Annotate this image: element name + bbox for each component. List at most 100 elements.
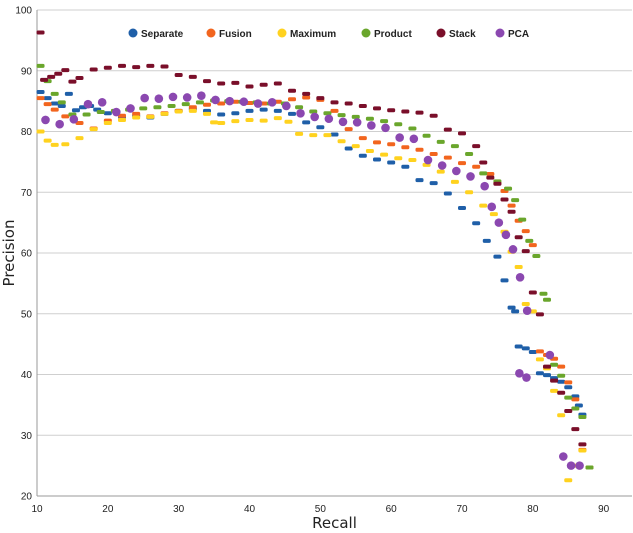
stack-point (571, 427, 580, 432)
separate-point (528, 350, 537, 355)
fusion-point (443, 155, 452, 160)
pca-point (140, 93, 149, 103)
maximum-point (337, 139, 346, 144)
product-point (57, 100, 66, 105)
product-point (422, 133, 431, 138)
fusion-point (429, 151, 438, 156)
separate-point (574, 403, 583, 408)
x-tick-label: 30 (173, 504, 185, 515)
maximum-point (564, 478, 573, 483)
stack-point (415, 110, 424, 115)
maximum-point (203, 111, 211, 116)
separate-point (259, 107, 268, 112)
separate-point (64, 91, 73, 96)
stack-point (330, 100, 339, 105)
separate-point (401, 164, 410, 169)
product-point (36, 63, 45, 68)
fusion-point (401, 145, 410, 150)
pca-point (395, 133, 404, 142)
product-point (50, 91, 59, 96)
separate-point (429, 181, 438, 186)
product-point (479, 171, 488, 176)
pca-point (575, 461, 584, 470)
separate-point (387, 160, 396, 165)
fusion-point (387, 142, 396, 147)
pca-point (197, 91, 206, 100)
pca-point (501, 230, 511, 240)
product-point (351, 114, 360, 119)
separate-legend-marker (128, 28, 138, 38)
maximum-point (43, 138, 52, 143)
separate-point (245, 108, 254, 113)
product-point (532, 254, 541, 259)
stack-point (429, 113, 438, 118)
separate-point (302, 120, 311, 125)
pca-point (41, 115, 50, 125)
product-point (309, 109, 318, 114)
stack-point (288, 88, 296, 93)
x-tick-label: 80 (527, 504, 539, 515)
pca-point (566, 461, 576, 470)
separate-point (203, 108, 211, 113)
separate-point (71, 108, 80, 113)
stack-point (174, 73, 183, 78)
product-point (465, 151, 474, 156)
maximum-point (535, 357, 544, 362)
separate-point (50, 101, 59, 106)
maximum-point (521, 302, 530, 307)
product-point (511, 198, 520, 203)
maximum-point (210, 120, 219, 125)
y-tick-label: 90 (21, 66, 33, 77)
pca-point (545, 350, 555, 360)
x-tick-label: 20 (102, 504, 114, 515)
product-point (557, 373, 566, 378)
maximum-point (75, 136, 84, 141)
pca-point (296, 108, 305, 118)
fusion-point (118, 113, 126, 118)
pca-point (225, 96, 234, 106)
separate-point (36, 90, 45, 95)
stack-series (36, 30, 587, 447)
stack-point (68, 79, 77, 84)
pca-point (437, 161, 447, 170)
maximum-point (259, 118, 268, 123)
stack-point (358, 103, 367, 108)
product-point (571, 406, 580, 411)
pca-point (83, 99, 93, 109)
separate-point (358, 153, 367, 158)
stack-point (472, 144, 481, 149)
stack-point (401, 109, 410, 114)
product-point (167, 103, 176, 108)
pca-point (515, 273, 525, 282)
maximum-point (245, 117, 254, 122)
maximum-point (309, 133, 318, 138)
y-tick-label: 70 (21, 188, 33, 199)
stack-point (486, 175, 495, 180)
stack-point (89, 67, 98, 72)
maximum-legend-label: Maximum (290, 29, 336, 40)
stack-point (550, 378, 559, 383)
x-axis-title: Recall (312, 514, 357, 532)
product-point (539, 291, 548, 296)
y-axis-title: Precision (0, 220, 18, 287)
pca-legend-marker (495, 28, 505, 38)
pca-point (168, 92, 178, 102)
separate-point (493, 254, 502, 259)
x-tick-label: 50 (315, 504, 327, 515)
pca-point (409, 134, 419, 144)
pca-point (338, 117, 348, 127)
maximum-point (365, 148, 374, 153)
y-tick-label: 100 (15, 6, 32, 17)
x-tick-label: 10 (31, 504, 43, 515)
fusion-legend-label: Fusion (219, 29, 252, 40)
maximum-point (132, 115, 141, 120)
fusion-point (330, 108, 339, 113)
separate-point (514, 344, 523, 349)
maximum-point (436, 169, 445, 174)
pca-point (381, 123, 390, 133)
pca-legend-label: PCA (508, 29, 529, 40)
pca-point (522, 373, 531, 382)
maximum-point (450, 179, 459, 184)
pca-point (367, 121, 376, 130)
product-point (139, 106, 148, 111)
